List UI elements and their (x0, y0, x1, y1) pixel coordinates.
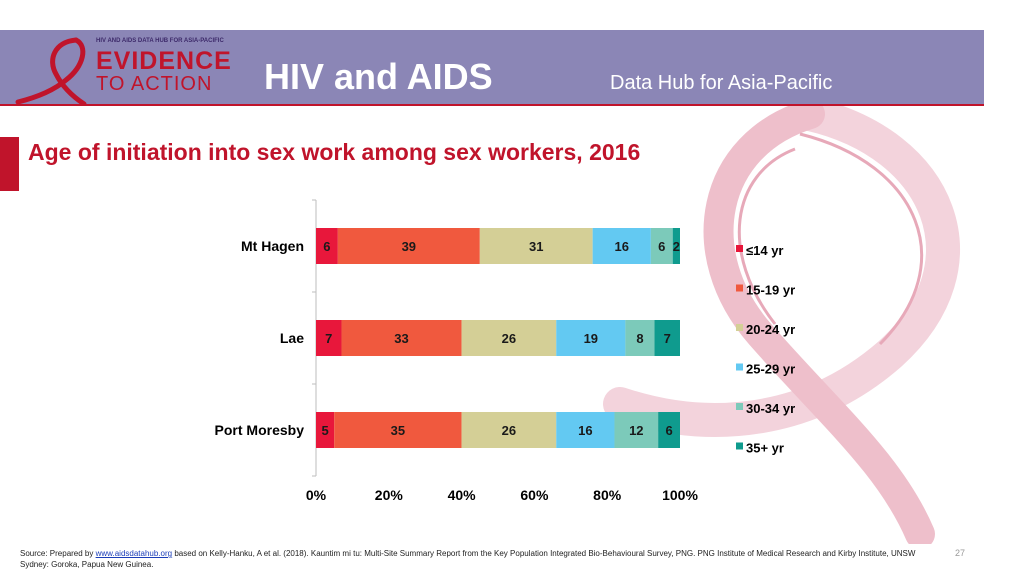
title-accent-bar (0, 137, 19, 191)
logo-evidence-text: EVIDENCE (96, 47, 232, 75)
legend-label: 35+ yr (746, 441, 784, 456)
bar-segment (316, 412, 335, 448)
legend-swatch (736, 324, 743, 331)
data-label: 7 (664, 331, 671, 346)
data-label: 16 (615, 239, 629, 254)
x-tick-label: 40% (448, 487, 477, 503)
bar-segment (316, 228, 338, 264)
data-label: 35 (391, 423, 405, 438)
x-tick-label: 60% (520, 487, 549, 503)
bar-segment (650, 228, 673, 264)
x-tick-label: 100% (662, 487, 698, 503)
source-note: Source: Prepared by www.aidsdatahub.org … (20, 548, 940, 570)
bar-segment (654, 320, 680, 356)
header-title: HIV and AIDS (264, 56, 493, 97)
data-label: 16 (578, 423, 592, 438)
x-tick-label: 0% (306, 487, 327, 503)
category-label: Port Moresby (215, 422, 305, 438)
bar-segment (658, 412, 680, 448)
data-label: 26 (502, 423, 516, 438)
data-label: 39 (402, 239, 416, 254)
legend-swatch (736, 245, 743, 252)
page-number: 27 (955, 548, 966, 558)
data-label: 5 (321, 423, 328, 438)
legend-swatch (736, 284, 743, 292)
data-label: 19 (584, 331, 598, 346)
logo-tagline: HIV AND AIDS DATA HUB FOR ASIA-PACIFIC (96, 38, 224, 44)
bar-segment (461, 412, 557, 448)
data-label: 6 (658, 239, 665, 254)
bar-segment (461, 320, 557, 356)
data-label: 2 (673, 239, 680, 254)
bar-segment (316, 320, 342, 356)
bar-segment (334, 412, 462, 448)
evidence-to-action-logo: HIV AND AIDS DATA HUB FOR ASIA-PACIFIC E… (14, 36, 244, 106)
data-label: 33 (394, 331, 408, 346)
legend-label: 15-19 yr (746, 283, 795, 298)
legend-swatch (736, 442, 743, 450)
data-label: 6 (323, 239, 330, 254)
bar-segment (341, 320, 462, 356)
bar-segment (672, 228, 680, 264)
legend-label: ≤14 yr (746, 243, 784, 258)
data-label: 8 (636, 331, 643, 346)
category-label: Mt Hagen (241, 238, 304, 254)
background-ribbon-graphic (603, 104, 960, 544)
legend-label: 30-34 yr (746, 401, 795, 416)
red-ribbon-icon (15, 37, 87, 106)
source-text: based on Kelly-Hanku, A et al. (2018). K… (20, 549, 916, 569)
header-subtitle: Data Hub for Asia-Pacific (610, 72, 833, 94)
legend-swatch (736, 363, 743, 371)
category-label: Lae (280, 330, 304, 346)
x-tick-label: 80% (593, 487, 622, 503)
data-label: 12 (629, 423, 643, 438)
source-link[interactable]: www.aidsdatahub.org (95, 549, 173, 558)
bar-segment (592, 228, 651, 264)
bar-segment (556, 320, 626, 356)
source-prefix: Source: Prepared by (20, 549, 96, 558)
data-label: 7 (325, 331, 332, 346)
legend-label: 20-24 yr (746, 322, 795, 337)
bar-segment (614, 412, 659, 448)
bar-segment (625, 320, 655, 356)
x-tick-label: 20% (375, 487, 404, 503)
bar-segment (337, 228, 480, 264)
logo-to-action-text: TO ACTION (96, 73, 213, 95)
data-label: 6 (665, 423, 672, 438)
chart-title: Age of initiation into sex work among se… (28, 139, 641, 165)
data-label: 31 (529, 239, 543, 254)
legend-swatch (736, 403, 743, 410)
bar-segment (556, 412, 615, 448)
bar-segment (479, 228, 593, 264)
legend-label: 25-29 yr (746, 362, 795, 377)
data-label: 26 (502, 331, 516, 346)
header-bar: HIV AND AIDS DATA HUB FOR ASIA-PACIFIC E… (0, 30, 984, 106)
